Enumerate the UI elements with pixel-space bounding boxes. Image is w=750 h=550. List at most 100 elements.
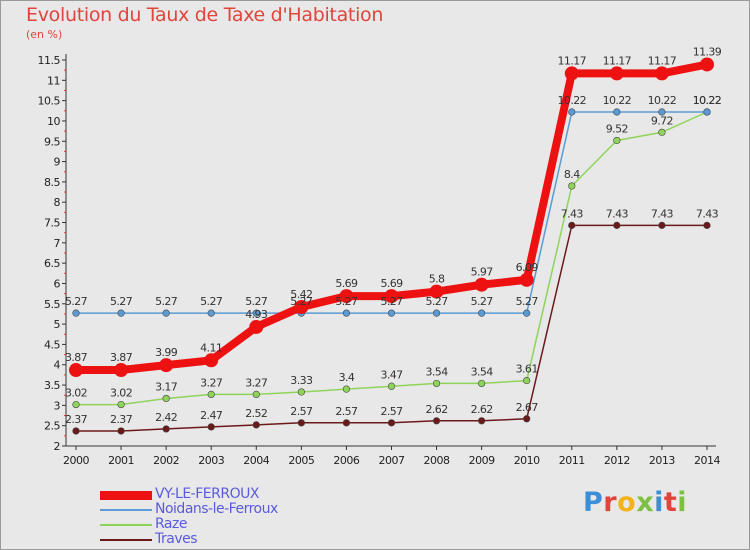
data-point-traves — [162, 425, 170, 433]
data-label-vy-le-ferroux: 4.11 — [200, 341, 222, 354]
data-point-traves — [342, 419, 351, 427]
y-tick-label: 9 — [54, 156, 61, 169]
x-tick-label: 2000 — [63, 454, 89, 467]
x-tick-label: 2014 — [694, 454, 720, 467]
data-point-raze — [613, 136, 621, 145]
data-label-noidans-le-ferroux: 5.27 — [471, 295, 494, 308]
data-label-raze: 3.33 — [290, 374, 313, 387]
data-point-vy-le-ferroux — [159, 358, 174, 373]
data-label-noidans-le-ferroux: 5.27 — [380, 295, 403, 308]
x-tick-label: 2001 — [108, 454, 134, 467]
data-label-raze: 3.47 — [380, 368, 403, 381]
data-point-raze — [252, 390, 260, 398]
y-tick-label: 3.5 — [44, 379, 60, 392]
data-label-traves: 7.43 — [651, 207, 674, 220]
data-label-traves: 2.52 — [245, 407, 267, 420]
data-label-traves: 7.43 — [561, 207, 584, 220]
data-point-vy-le-ferroux — [204, 353, 219, 368]
data-label-noidans-le-ferroux: 5.27 — [155, 295, 178, 308]
y-tick-label: 2 — [54, 440, 61, 453]
data-label-vy-le-ferroux: 5.69 — [335, 277, 358, 290]
x-tick-label: 2007 — [378, 454, 404, 467]
data-point-noidans-le-ferroux — [72, 309, 80, 317]
legend-swatch-vy-le-ferroux — [100, 491, 152, 500]
data-point-raze — [162, 394, 170, 403]
data-point-noidans-le-ferroux — [658, 108, 666, 116]
data-point-raze — [342, 385, 351, 393]
legend-label: VY-LE-FERROUX — [155, 486, 259, 502]
data-label-noidans-le-ferroux: 10.22 — [603, 94, 632, 107]
data-point-traves — [658, 221, 666, 229]
legend-swatch-raze — [100, 524, 152, 526]
data-label-vy-le-ferroux: 3.87 — [65, 351, 88, 364]
data-point-noidans-le-ferroux — [568, 108, 576, 116]
logo-letter: o — [617, 487, 637, 518]
data-point-vy-le-ferroux — [249, 319, 264, 334]
logo-letter: t — [663, 487, 678, 518]
data-label-raze: 9.72 — [651, 114, 673, 127]
legend-label: Raze — [155, 516, 187, 532]
data-point-vy-le-ferroux — [474, 277, 489, 292]
data-point-raze — [568, 182, 576, 190]
data-point-raze — [387, 382, 396, 390]
proxiti-logo: Proxiti — [583, 487, 687, 518]
data-label-noidans-le-ferroux: 5.27 — [245, 295, 268, 308]
data-point-vy-le-ferroux — [699, 57, 714, 72]
data-point-raze — [117, 400, 125, 409]
data-point-traves — [72, 427, 80, 435]
data-point-raze — [478, 379, 486, 388]
y-tick-label: 4 — [54, 359, 61, 372]
logo-letter: i — [654, 487, 664, 518]
y-tick-label: 8.5 — [44, 176, 60, 189]
data-label-raze: 3.54 — [426, 365, 449, 378]
data-label-noidans-le-ferroux: 10.22 — [693, 94, 722, 107]
data-label-traves: 2.57 — [290, 405, 313, 418]
data-label-traves: 2.62 — [471, 403, 493, 416]
y-tick-label: 10 — [47, 115, 60, 128]
y-tick-label: 2.5 — [44, 420, 60, 433]
data-point-raze — [432, 379, 441, 388]
data-point-noidans-le-ferroux — [252, 309, 260, 317]
x-tick-label: 2005 — [288, 454, 314, 467]
data-point-raze — [72, 400, 80, 409]
data-label-traves: 2.47 — [200, 409, 223, 422]
data-label-vy-le-ferroux: 5.42 — [290, 288, 312, 301]
data-label-noidans-le-ferroux: 5.27 — [110, 295, 133, 308]
data-label-noidans-le-ferroux: 10.22 — [558, 94, 587, 107]
data-label-raze: 3.02 — [65, 387, 87, 400]
data-label-traves: 2.67 — [516, 401, 539, 414]
data-point-vy-le-ferroux — [429, 284, 444, 299]
data-label-raze: 3.54 — [471, 365, 494, 378]
data-label-raze: 3.27 — [245, 376, 268, 389]
data-point-raze — [207, 390, 215, 398]
data-point-raze — [658, 128, 666, 136]
x-tick-label: 2002 — [153, 454, 179, 467]
data-point-traves — [703, 221, 711, 229]
data-label-noidans-le-ferroux: 10.22 — [648, 94, 677, 107]
data-point-traves — [207, 423, 215, 431]
data-label-vy-le-ferroux: 11.17 — [648, 54, 677, 67]
data-label-vy-le-ferroux: 5.8 — [429, 273, 445, 286]
y-tick-label: 11 — [47, 74, 60, 87]
y-tick-label: 7 — [54, 237, 61, 250]
data-point-raze — [523, 376, 531, 385]
data-point-vy-le-ferroux — [69, 363, 83, 378]
data-point-vy-le-ferroux — [339, 289, 354, 304]
x-tick-label: 2006 — [333, 454, 359, 467]
data-label-noidans-le-ferroux: 5.27 — [335, 295, 358, 308]
data-point-traves — [252, 421, 260, 429]
data-label-traves: 7.43 — [696, 207, 719, 220]
data-label-raze: 3.4 — [339, 371, 355, 384]
data-point-noidans-le-ferroux — [523, 309, 531, 317]
data-point-vy-le-ferroux — [294, 300, 309, 315]
data-point-noidans-le-ferroux — [117, 309, 125, 317]
data-point-traves — [568, 221, 576, 229]
data-label-vy-le-ferroux: 11.17 — [558, 54, 587, 67]
data-point-traves — [523, 415, 531, 423]
data-label-raze: 8.4 — [564, 168, 580, 181]
data-label-vy-le-ferroux: 5.97 — [471, 266, 494, 279]
data-label-raze: 3.02 — [110, 387, 132, 400]
data-point-vy-le-ferroux — [519, 272, 534, 287]
